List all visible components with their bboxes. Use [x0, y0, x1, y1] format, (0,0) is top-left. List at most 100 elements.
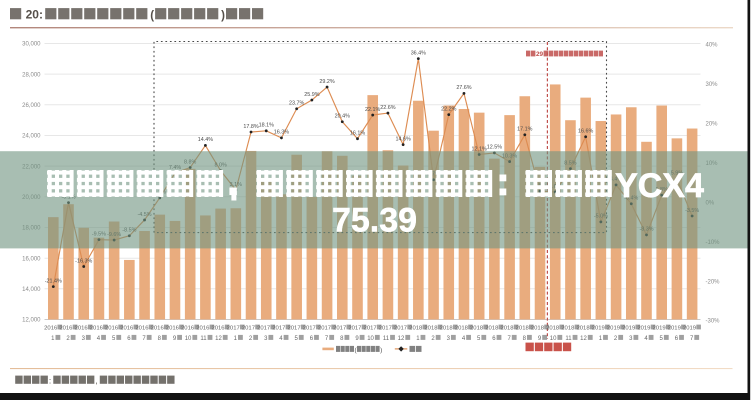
svg-text:2: 2: [249, 336, 253, 342]
svg-text:22.2%: 22.2%: [441, 106, 456, 112]
svg-text:3: 3: [264, 336, 268, 342]
svg-text:2018: 2018: [500, 325, 514, 331]
svg-text:27.6%: 27.6%: [456, 85, 471, 91]
svg-text:2016: 2016: [75, 325, 89, 331]
svg-text:2016: 2016: [196, 325, 210, 331]
svg-text:16.1%: 16.1%: [350, 131, 365, 137]
svg-text:2018: 2018: [424, 325, 438, 331]
svg-text:-30%: -30%: [706, 319, 721, 325]
svg-text:9: 9: [173, 336, 177, 342]
svg-text:,: ,: [95, 375, 97, 385]
svg-text:30%: 30%: [706, 82, 719, 88]
svg-text:2016: 2016: [120, 325, 134, 331]
svg-text:2: 2: [66, 336, 70, 342]
svg-text:2018: 2018: [470, 325, 484, 331]
svg-text:2017: 2017: [227, 325, 240, 331]
svg-text:2017: 2017: [379, 325, 392, 331]
svg-text:2017: 2017: [364, 325, 377, 331]
svg-text:2018: 2018: [409, 325, 423, 331]
svg-text:5: 5: [477, 336, 481, 342]
svg-text:2018: 2018: [516, 325, 530, 331]
svg-text:2019: 2019: [653, 325, 666, 331]
svg-text:29.2%: 29.2%: [319, 79, 334, 85]
svg-text::: :: [49, 375, 51, 385]
svg-text:2016: 2016: [44, 325, 58, 331]
svg-text:4: 4: [279, 336, 283, 342]
svg-text:11: 11: [200, 336, 207, 342]
svg-text:1: 1: [599, 336, 603, 342]
svg-text:11: 11: [565, 336, 572, 342]
svg-text:26,000: 26,000: [22, 103, 41, 109]
svg-text:2019: 2019: [668, 325, 681, 331]
svg-text:2016: 2016: [151, 325, 165, 331]
svg-text:2018: 2018: [576, 325, 590, 331]
svg-text:2018: 2018: [440, 325, 454, 331]
svg-text:2019: 2019: [622, 325, 635, 331]
svg-text:2017: 2017: [272, 325, 285, 331]
svg-text:2017: 2017: [333, 325, 346, 331]
svg-text:2017: 2017: [242, 325, 255, 331]
svg-text:2016: 2016: [105, 325, 119, 331]
svg-text:14.4%: 14.4%: [198, 137, 213, 143]
svg-text:6: 6: [492, 336, 496, 342]
svg-text:20:: 20:: [26, 8, 43, 22]
svg-text:23.7%: 23.7%: [289, 101, 304, 107]
svg-text:16.6%: 16.6%: [578, 129, 593, 135]
svg-text:12,000: 12,000: [22, 318, 41, 324]
svg-text:6: 6: [310, 336, 314, 342]
svg-text:3: 3: [82, 336, 86, 342]
svg-text:2017: 2017: [303, 325, 316, 331]
svg-text:2019: 2019: [592, 325, 605, 331]
svg-text:20.4%: 20.4%: [335, 114, 350, 120]
svg-text:2018: 2018: [561, 325, 575, 331]
svg-text:7: 7: [142, 336, 146, 342]
svg-text:1: 1: [234, 336, 238, 342]
svg-text:-20%: -20%: [706, 279, 721, 285]
svg-text:YCX4: YCX4: [615, 167, 704, 205]
svg-text:1: 1: [416, 336, 420, 342]
svg-text:-16.3%: -16.3%: [75, 258, 92, 264]
svg-text:2018: 2018: [546, 325, 560, 331]
svg-text:75.39: 75.39: [332, 202, 417, 240]
svg-text:4: 4: [462, 336, 466, 342]
svg-text:2: 2: [431, 336, 435, 342]
svg-text:3: 3: [629, 336, 633, 342]
svg-text:16,000: 16,000: [22, 256, 41, 262]
svg-text:8: 8: [158, 336, 162, 342]
svg-text:10: 10: [550, 336, 557, 342]
svg-text:12: 12: [398, 336, 405, 342]
svg-text:7: 7: [325, 336, 329, 342]
svg-text:7: 7: [690, 336, 694, 342]
svg-text:8: 8: [340, 336, 344, 342]
svg-text:): ): [221, 10, 225, 22]
svg-text:18.1%: 18.1%: [259, 123, 274, 129]
svg-text:9: 9: [538, 336, 542, 342]
svg-text:6: 6: [675, 336, 679, 342]
svg-text:6: 6: [127, 336, 131, 342]
svg-text:3: 3: [447, 336, 451, 342]
svg-text:): ): [380, 347, 382, 354]
svg-text:2016: 2016: [211, 325, 225, 331]
svg-text:10: 10: [185, 336, 192, 342]
svg-text:22.6%: 22.6%: [380, 105, 395, 111]
svg-text:12.5%: 12.5%: [487, 145, 502, 151]
svg-text:16.3%: 16.3%: [274, 130, 289, 136]
svg-text:14,000: 14,000: [22, 287, 41, 293]
svg-text:4: 4: [644, 336, 648, 342]
svg-text:5: 5: [295, 336, 299, 342]
svg-text:2016: 2016: [59, 325, 73, 331]
svg-text:12: 12: [215, 336, 222, 342]
svg-text:5: 5: [660, 336, 664, 342]
svg-text:2017: 2017: [257, 325, 270, 331]
svg-text:14.6%: 14.6%: [395, 136, 410, 142]
svg-text:2016: 2016: [181, 325, 195, 331]
svg-text:2019: 2019: [607, 325, 620, 331]
svg-text:2016: 2016: [135, 325, 149, 331]
svg-text:17.8%: 17.8%: [243, 124, 258, 130]
svg-text:2018: 2018: [531, 325, 545, 331]
svg-text:2017: 2017: [288, 325, 301, 331]
svg-text:8: 8: [523, 336, 527, 342]
svg-text:7: 7: [507, 336, 511, 342]
svg-text:20%: 20%: [706, 122, 719, 128]
svg-text:2017: 2017: [348, 325, 361, 331]
